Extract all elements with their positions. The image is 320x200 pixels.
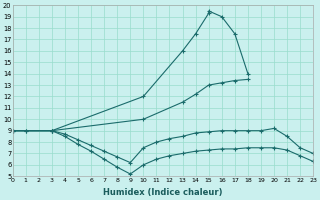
X-axis label: Humidex (Indice chaleur): Humidex (Indice chaleur) (103, 188, 223, 197)
